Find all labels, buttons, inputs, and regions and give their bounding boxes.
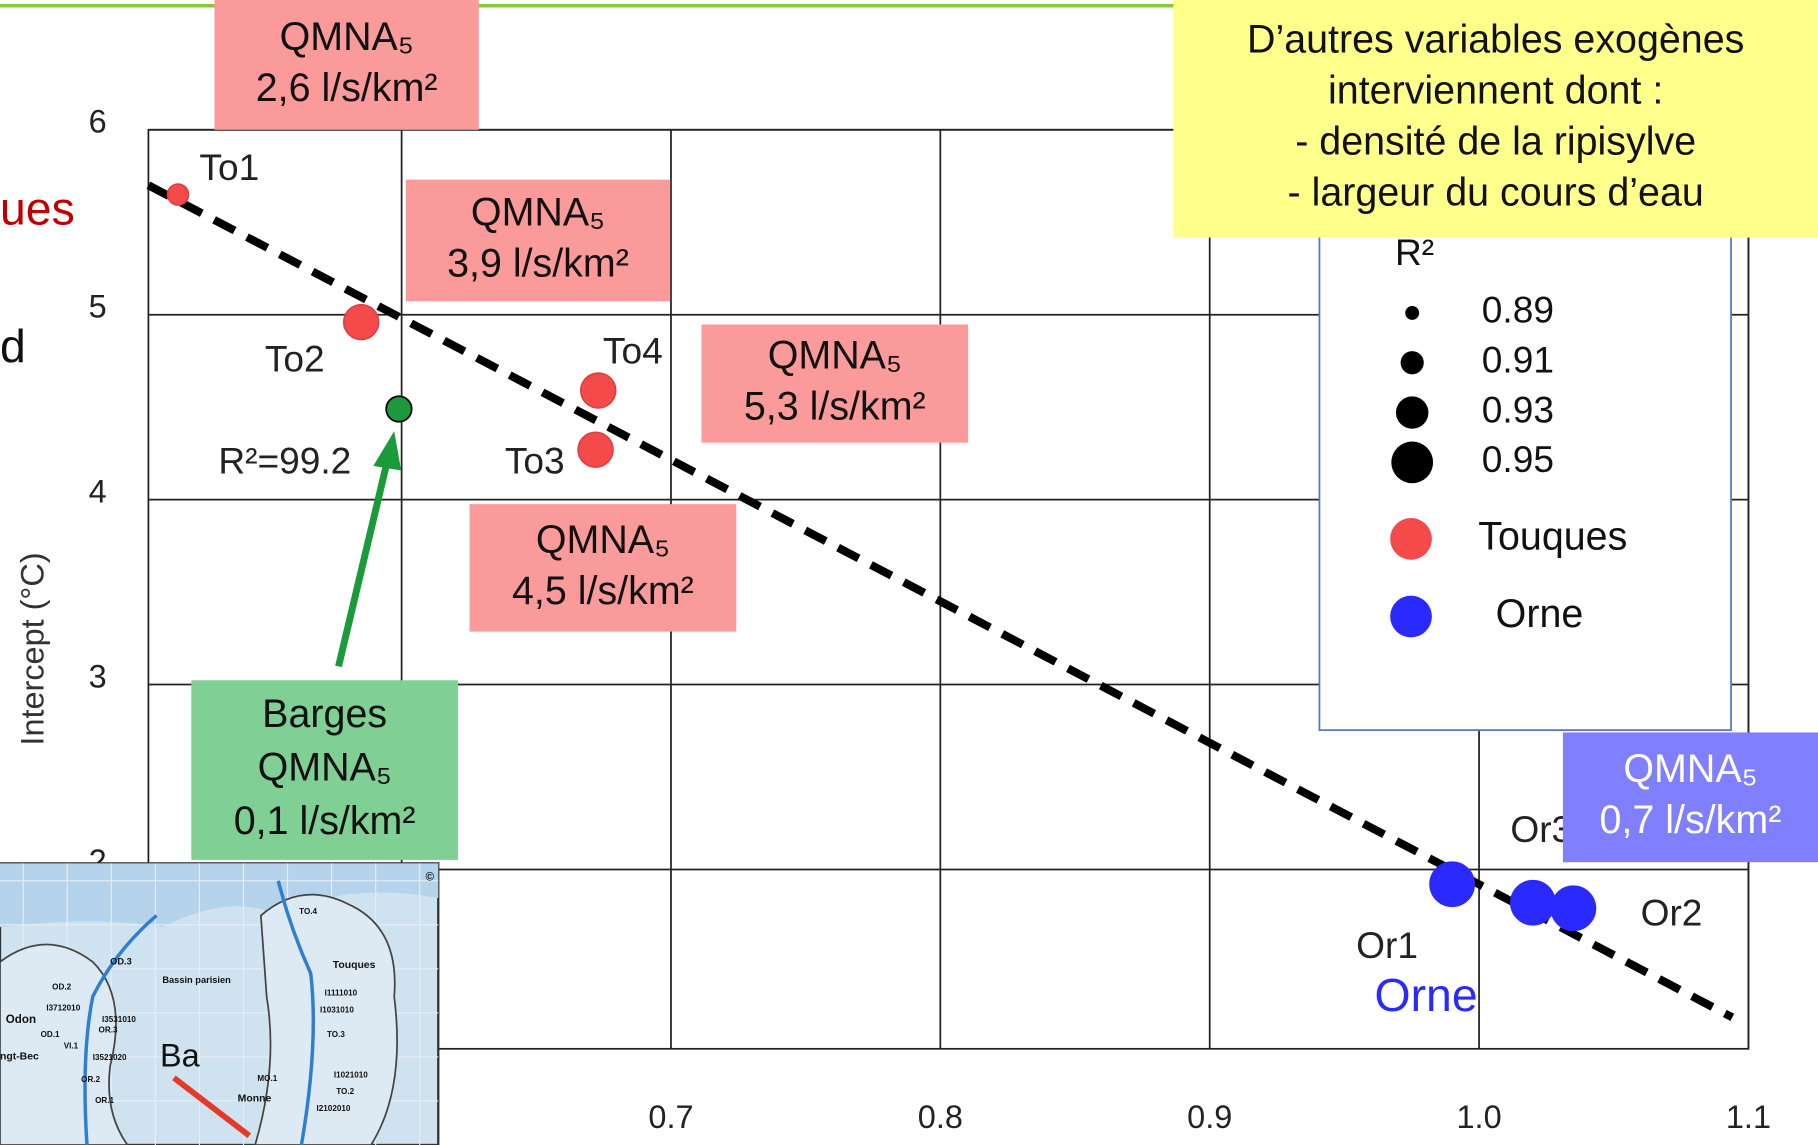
map-label: Monne [238, 1093, 272, 1104]
map-label: OR.3 [99, 1025, 118, 1034]
map-label: OD.1 [41, 1030, 60, 1039]
legend-size-label: 0.89 [1482, 289, 1554, 331]
map-label: TO.2 [336, 1087, 354, 1096]
annotation-text: 0,1 l/s/km² [234, 799, 416, 843]
map-label: Odon [6, 1014, 36, 1026]
map-label: I3531010 [102, 1015, 136, 1024]
annotation-text: - densité de la ripisylve [1295, 120, 1696, 164]
data-point [1511, 881, 1555, 925]
legend-label: Orne [1496, 592, 1584, 636]
map-label: OD.2 [52, 983, 71, 992]
point-label: Or2 [1641, 891, 1703, 933]
chart: 0.60.70.80.91.01.123456Intercept (°C)R²0… [0, 0, 1818, 1145]
annotation-text: QMNA₅ [536, 518, 670, 562]
legend-size-dot [1391, 442, 1433, 484]
map-label: Bassin parisien [162, 975, 231, 985]
data-point [168, 184, 189, 205]
map-label: VI.1 [64, 1042, 79, 1051]
map-label: © [426, 871, 435, 883]
data-point [386, 396, 412, 421]
annotation-text: 4,5 l/s/km² [512, 569, 694, 613]
annotation-text: interviennent dont : [1328, 69, 1663, 113]
point-label: R²=99.2 [218, 439, 351, 481]
side-text: Orne [1375, 969, 1478, 1021]
annotation-text: 5,3 l/s/km² [744, 385, 926, 429]
point-label: To2 [265, 337, 325, 379]
map-label: Touques [333, 960, 376, 971]
side-text: ues [0, 182, 75, 234]
map-label: I1111010 [325, 988, 358, 997]
legend-size-label: 0.95 [1482, 438, 1554, 480]
y-tick-label: 6 [89, 104, 107, 140]
data-point [581, 373, 616, 408]
legend-size-dot [1396, 396, 1428, 428]
annotation-text: D’autres variables exogènes [1247, 18, 1744, 62]
legend-size-label: 0.93 [1482, 388, 1554, 430]
x-tick-label: 0.7 [648, 1099, 693, 1135]
point-label: To3 [505, 439, 565, 481]
annotation-text: QMNA₅ [258, 746, 392, 790]
x-tick-label: 1.0 [1457, 1099, 1502, 1135]
data-point [1551, 886, 1595, 930]
annotation-text: QMNA₅ [768, 334, 902, 378]
data-point [344, 305, 379, 340]
annotation-text: 0,7 l/s/km² [1600, 798, 1782, 842]
point-label: To4 [603, 329, 663, 371]
x-tick-label: 1.1 [1726, 1099, 1771, 1135]
map-label: I1031010 [320, 1006, 354, 1015]
map-label: TO.4 [299, 907, 317, 916]
map-label: Ba [160, 1038, 201, 1074]
x-tick-label: 0.9 [1187, 1099, 1232, 1135]
data-point [1430, 862, 1474, 906]
annotation-text: QMNA₅ [471, 190, 605, 234]
annotation-text: - largeur du cours d’eau [1288, 171, 1704, 215]
page: 0.60.70.80.91.01.123456Intercept (°C)R²0… [0, 0, 1818, 1145]
map-label: TO.3 [327, 1030, 345, 1039]
annotation-text: QMNA₅ [280, 15, 414, 59]
map-label: I2102010 [317, 1104, 351, 1113]
map-label: I3712010 [46, 1003, 80, 1012]
data-point [578, 432, 613, 467]
legend-marker [1390, 518, 1432, 560]
point-label: To1 [199, 146, 259, 188]
map-label: MO.1 [257, 1074, 277, 1083]
point-label: Or1 [1356, 924, 1418, 966]
annotation-text: Barges [262, 692, 387, 736]
legend-size-dot [1405, 306, 1419, 320]
legend-label: Touques [1478, 514, 1627, 558]
map-label: I3521020 [93, 1053, 127, 1062]
legend-marker [1390, 596, 1432, 638]
map-label: OR.2 [81, 1075, 100, 1084]
map-label: I1021010 [334, 1071, 368, 1080]
map-label: OR.1 [95, 1096, 114, 1105]
annotation-text: QMNA₅ [1623, 747, 1757, 791]
annotation-text: 2,6 l/s/km² [256, 66, 438, 110]
y-tick-label: 3 [89, 658, 107, 694]
y-tick-label: 5 [89, 288, 107, 324]
legend-size-label: 0.91 [1482, 339, 1554, 381]
y-tick-label: 4 [89, 473, 107, 509]
map-label: ngt-Bec [0, 1052, 39, 1063]
side-text: d [0, 320, 26, 372]
legend-size-dot [1401, 351, 1424, 374]
annotation-text: 3,9 l/s/km² [447, 241, 629, 285]
map-label: OD.3 [110, 956, 132, 966]
x-tick-label: 0.8 [918, 1099, 963, 1135]
y-axis-label: Intercept (°C) [14, 552, 50, 745]
